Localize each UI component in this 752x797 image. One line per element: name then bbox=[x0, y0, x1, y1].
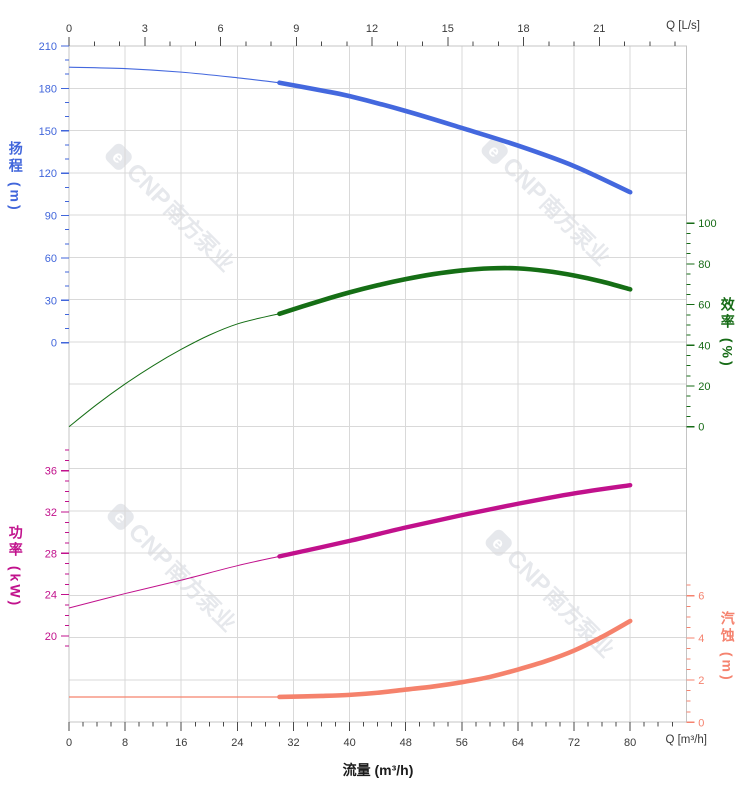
tick-label: 16 bbox=[175, 737, 187, 749]
tick-label: 32 bbox=[45, 507, 57, 519]
tick-label: 0 bbox=[66, 737, 72, 749]
tick-label: 60 bbox=[698, 300, 710, 312]
tick-label: 0 bbox=[698, 717, 704, 729]
power-axis: 36 32 28 24 20 bbox=[45, 449, 69, 647]
tick-label: 20 bbox=[698, 381, 710, 393]
tick-label: 20 bbox=[45, 631, 57, 643]
svg-text:南方泵业: 南方泵业 bbox=[159, 196, 239, 276]
efficiency-axis-title: 效率 (%) bbox=[719, 297, 736, 369]
curves bbox=[68, 66, 633, 700]
tick-label: 28 bbox=[45, 548, 57, 560]
tick-label: 36 bbox=[45, 466, 57, 478]
head-axis: 210 180 150 120 90 60 30 0 bbox=[39, 41, 69, 350]
tick-label: 21 bbox=[593, 23, 605, 35]
tick-label: 24 bbox=[231, 737, 243, 749]
tick-label: 2 bbox=[698, 675, 704, 687]
tick-label: 60 bbox=[45, 253, 57, 265]
npsh-axis-title: 汽蚀 (m) bbox=[719, 611, 736, 683]
tick-label: 9 bbox=[293, 23, 299, 35]
tick-label: 80 bbox=[698, 259, 710, 271]
curve-power-thin bbox=[68, 555, 280, 609]
tick-label: 4 bbox=[698, 633, 704, 645]
tick-label: 8 bbox=[122, 737, 128, 749]
svg-text:南方泵业: 南方泵业 bbox=[161, 556, 241, 636]
curve-npsh bbox=[277, 618, 633, 700]
tick-label: 64 bbox=[512, 737, 524, 749]
bottom-axis: 0 8 16 24 32 40 48 56 64 72 80 bbox=[66, 722, 673, 749]
tick-label: 56 bbox=[456, 737, 468, 749]
power-axis-title: 功率 (kW) bbox=[7, 525, 24, 609]
tick-label: 0 bbox=[698, 422, 704, 434]
svg-text:南方泵业: 南方泵业 bbox=[535, 190, 615, 270]
tick-label: 72 bbox=[568, 737, 580, 749]
curve-efficiency-thin bbox=[68, 313, 280, 428]
tick-label: 12 bbox=[366, 23, 378, 35]
curve-head bbox=[277, 80, 633, 195]
tick-label: 150 bbox=[39, 126, 57, 138]
tick-label: 0 bbox=[66, 23, 72, 35]
tick-label: 40 bbox=[698, 340, 710, 352]
tick-label: 6 bbox=[698, 591, 704, 603]
tick-label: 40 bbox=[343, 737, 355, 749]
tick-label: 90 bbox=[45, 211, 57, 223]
tick-label: 120 bbox=[39, 168, 57, 180]
tick-label: 15 bbox=[442, 23, 454, 35]
curve-head-thin bbox=[68, 66, 280, 84]
efficiency-axis: 100 80 60 40 20 0 bbox=[686, 218, 717, 434]
bottom-axis-unit-label: Q [m³/h] bbox=[665, 734, 707, 746]
tick-label: 24 bbox=[45, 590, 57, 602]
grid bbox=[68, 45, 687, 723]
tick-label: 18 bbox=[517, 23, 529, 35]
tick-label: 210 bbox=[39, 41, 57, 53]
tick-label: 100 bbox=[698, 218, 716, 230]
curve-efficiency bbox=[277, 265, 633, 317]
tick-label: 48 bbox=[400, 737, 412, 749]
tick-label: 80 bbox=[624, 737, 636, 749]
curve-power bbox=[277, 482, 633, 559]
head-axis-title: 扬程 (m) bbox=[7, 141, 24, 213]
tick-label: 6 bbox=[217, 23, 223, 35]
tick-label: 30 bbox=[45, 295, 57, 307]
top-axis: 0 3 6 9 12 15 18 21 bbox=[66, 23, 676, 46]
tick-label: 180 bbox=[39, 83, 57, 95]
tick-label: 3 bbox=[142, 23, 148, 35]
tick-label: 0 bbox=[51, 338, 57, 350]
npsh-axis: 6 4 2 0 bbox=[686, 584, 704, 729]
tick-label: 32 bbox=[287, 737, 299, 749]
flow-axis-title: 流量 (m³/h) bbox=[342, 762, 414, 778]
top-axis-unit-label: Q [L/s] bbox=[666, 20, 700, 32]
